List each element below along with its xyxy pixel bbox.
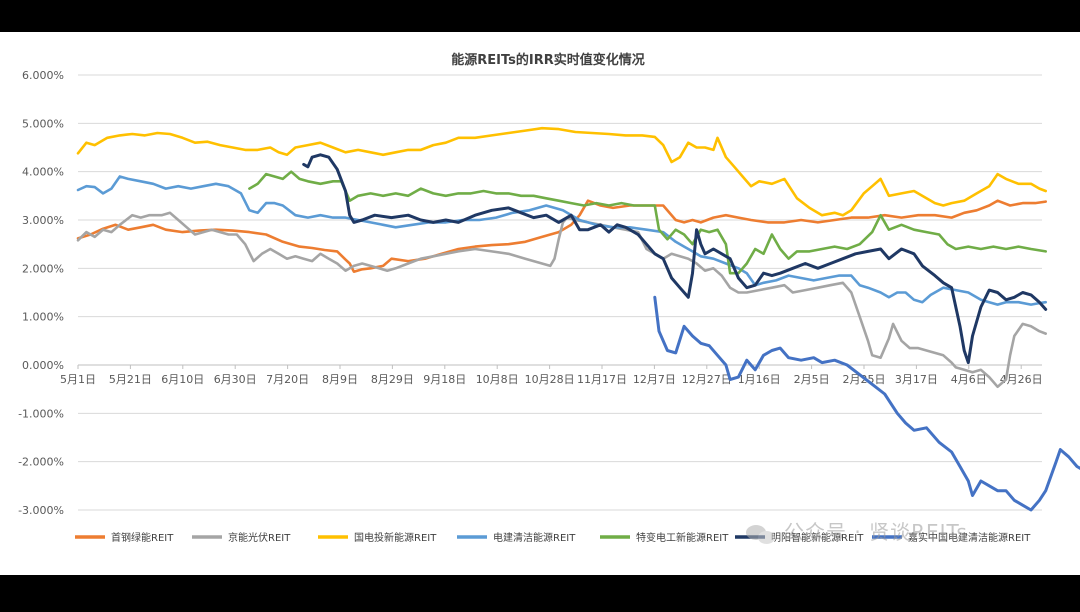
y-tick-label: 1.000% bbox=[22, 311, 64, 324]
x-tick-label: 8月29日 bbox=[371, 373, 414, 386]
series-line-5 bbox=[248, 170, 1047, 275]
x-tick-label: 10月28日 bbox=[525, 373, 575, 386]
chart-frame: 能源REITs的IRR实时值变化情况 6.000% 5.000% 4.000% 3.0… bbox=[0, 32, 1080, 575]
x-tick-label: 3月17日 bbox=[895, 373, 938, 386]
wechat-icon bbox=[746, 523, 776, 545]
y-tick-label: -1.000% bbox=[18, 407, 64, 420]
legend-label: 特变电工新能源REIT bbox=[636, 531, 729, 544]
y-axis-tick-labels: 6.000% 5.000% 4.000% 3.000% 2.000% 1.000% 0.00… bbox=[18, 69, 64, 517]
y-tick-label: 4.000% bbox=[22, 166, 64, 179]
y-tick-label: -3.000% bbox=[18, 504, 64, 517]
watermark: 公众号 · 贤谈REITs bbox=[746, 516, 968, 545]
y-tick-label: 0.000% bbox=[22, 359, 64, 372]
legend-label: 京能光伏REIT bbox=[228, 531, 291, 544]
x-tick-label: 7月20日 bbox=[266, 373, 309, 386]
x-tick-label: 4月6日 bbox=[951, 373, 987, 386]
x-tick-label: 6月10日 bbox=[161, 373, 204, 386]
series-line-1 bbox=[76, 199, 1047, 273]
series-line-3 bbox=[76, 126, 1047, 217]
series-lines bbox=[76, 126, 1080, 512]
watermark-text: 公众号 · 贤谈REITs bbox=[784, 520, 968, 544]
x-tick-label: 5月21日 bbox=[109, 373, 152, 386]
y-tick-label: -2.000% bbox=[18, 456, 64, 469]
line-chart: 能源REITs的IRR实时值变化情况 6.000% 5.000% 4.000% 3.0… bbox=[18, 52, 1080, 544]
x-tick-label: 10月8日 bbox=[476, 373, 519, 386]
x-tick-label: 12月27日 bbox=[682, 373, 732, 386]
series-line-6 bbox=[302, 153, 1048, 365]
x-tick-label: 9月18日 bbox=[423, 373, 466, 386]
x-tick-label: 5月1日 bbox=[60, 373, 96, 386]
x-tick-label: 4月26日 bbox=[1000, 373, 1043, 386]
x-tick-label: 6月30日 bbox=[214, 373, 257, 386]
y-tick-label: 6.000% bbox=[22, 69, 64, 82]
y-tick-label: 2.000% bbox=[22, 262, 64, 275]
x-tick-label: 8月9日 bbox=[322, 373, 358, 386]
y-tick-label: 5.000% bbox=[22, 117, 64, 130]
series-line-2 bbox=[76, 211, 1047, 389]
series-line-7 bbox=[653, 295, 1080, 512]
y-tick-label: 3.000% bbox=[22, 214, 64, 227]
legend-label: 明阳智能新能源REIT bbox=[771, 531, 864, 544]
chart-title: 能源REITs的IRR实时值变化情况 bbox=[451, 52, 644, 68]
legend-label: 国电投新能源REIT bbox=[354, 531, 437, 544]
x-tick-label: 2月5日 bbox=[794, 373, 830, 386]
x-tick-label: 1月16日 bbox=[738, 373, 781, 386]
legend-label: 嘉实中国电建清洁能源REIT bbox=[908, 531, 1031, 544]
legend-label: 首钢绿能REIT bbox=[111, 531, 174, 544]
series-line-4 bbox=[76, 175, 1047, 306]
x-tick-label: 11月17日 bbox=[577, 373, 627, 386]
x-tick-label: 12月7日 bbox=[633, 373, 676, 386]
legend-label: 电建清洁能源REIT bbox=[493, 531, 576, 544]
x-axis: 5月1日 5月21日 6月10日 6月30日 7月20日 8月9日 8月29日 9月18日 10… bbox=[60, 364, 1043, 386]
